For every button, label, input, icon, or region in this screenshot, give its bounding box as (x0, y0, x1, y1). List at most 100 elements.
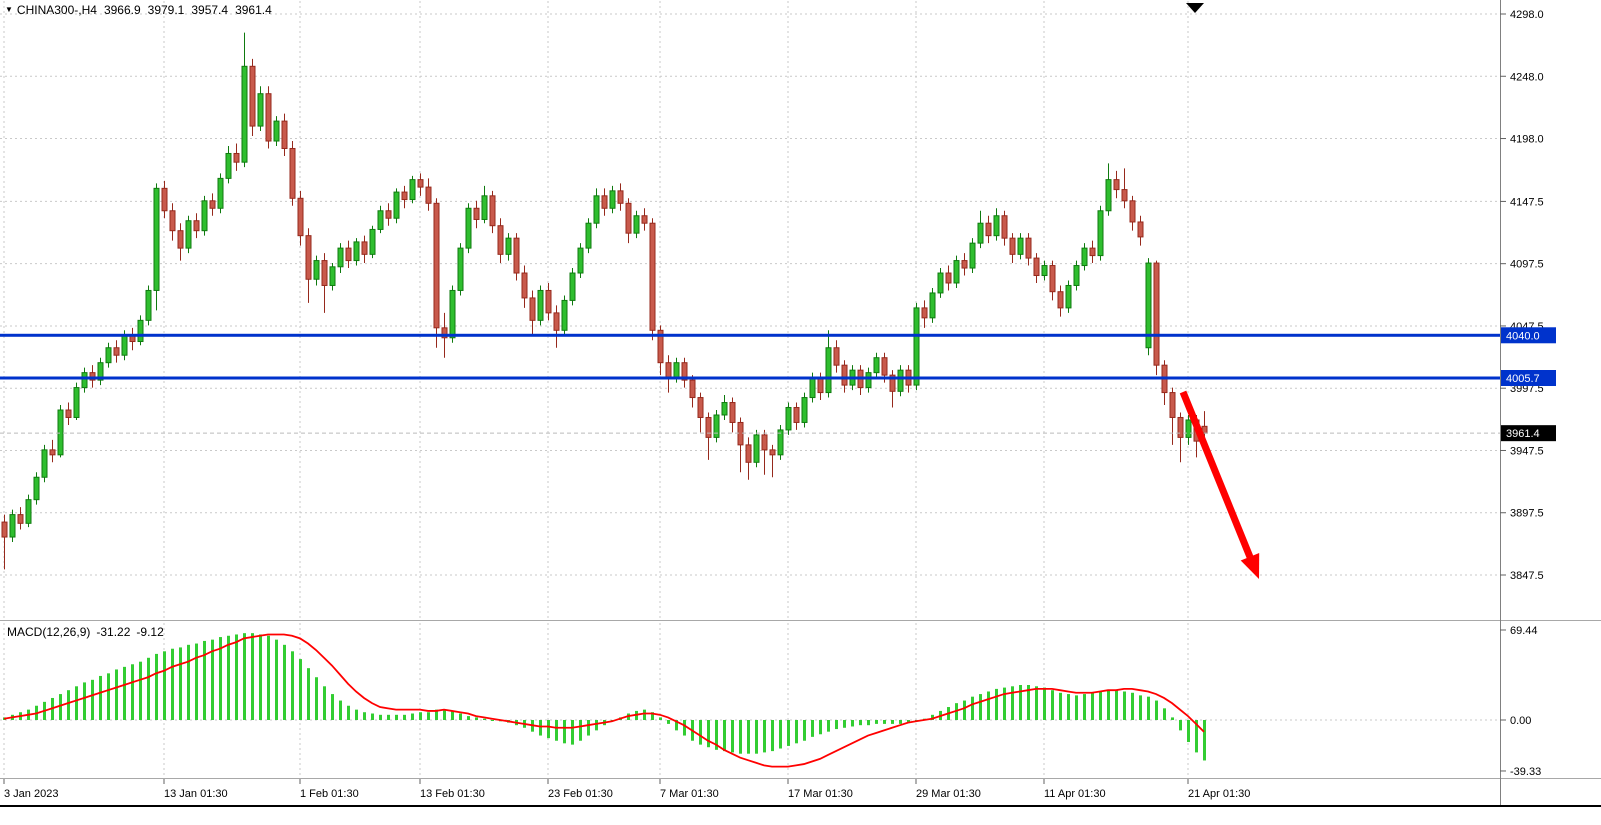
bear-candle (1033, 257, 1040, 277)
bear-candle (249, 65, 256, 127)
price-tick-label: 3847.5 (1510, 570, 1544, 582)
bull-candle (73, 387, 80, 418)
macd-bar (403, 714, 406, 720)
bear-candle (625, 202, 632, 234)
macd-bar (1099, 691, 1102, 720)
macd-bar (579, 720, 582, 741)
bear-candle (745, 444, 752, 463)
macd-bar (355, 709, 358, 720)
macd-bar (83, 682, 86, 720)
time-tick-label: 1 Feb 01:30 (300, 788, 359, 800)
bull-candle (329, 266, 336, 286)
macd-bar (563, 720, 566, 744)
bear-candle (1137, 221, 1144, 238)
macd-bar (99, 675, 102, 720)
macd-bar (243, 633, 246, 720)
current-price-tag (1501, 425, 1556, 442)
bull-candle (969, 242, 976, 269)
bear-candle (529, 297, 536, 321)
macd-bar (363, 712, 366, 720)
bull-candle (25, 499, 32, 524)
time-axis[interactable]: 3 Jan 2023 13 Jan 01:30 1 Feb 01:30 13 Feb … (3, 779, 1250, 800)
bear-candle (889, 374, 896, 392)
symbol-name: CHINA300-,H4 (16, 3, 97, 17)
bull-candle (1081, 247, 1088, 267)
bull-candle (97, 362, 104, 381)
ohlc-low: 3957.4 (191, 3, 229, 17)
bull-candle (633, 215, 640, 234)
time-tick-label: 13 Jan 01:30 (164, 788, 228, 800)
bull-candle (41, 449, 48, 478)
macd-bar (1195, 720, 1198, 753)
bull-candle (585, 222, 592, 249)
macd-bar (387, 714, 390, 720)
bull-candle (105, 347, 112, 364)
bull-candle (457, 247, 464, 291)
macd-bar (1043, 687, 1046, 720)
symbol-dropdown-icon[interactable]: ▼ (5, 5, 13, 14)
macd-bar (1147, 696, 1150, 720)
candlesticks (1, 32, 1208, 570)
bear-candle (321, 260, 328, 286)
bull-candle (593, 195, 600, 224)
bear-candle (473, 207, 480, 220)
macd-bar (395, 714, 398, 720)
macd-bar (459, 713, 462, 720)
bear-candle (1113, 179, 1120, 191)
bear-candle (425, 186, 432, 204)
price-tick-label: 3997.5 (1510, 383, 1544, 395)
macd-bar (859, 720, 862, 726)
macd-bar (147, 657, 150, 720)
bull-candle (1105, 179, 1112, 212)
bull-candle (993, 215, 1000, 237)
macd-bar (283, 644, 286, 720)
macd-bar (427, 712, 430, 720)
bull-candle (185, 220, 192, 249)
bear-candle (705, 416, 712, 438)
bear-candle (1121, 189, 1128, 202)
macd-bar (211, 639, 214, 720)
macd-bar (835, 720, 838, 730)
macd-bar (819, 720, 822, 735)
macd-bar (675, 720, 678, 731)
bear-candle (817, 377, 824, 394)
symbol-ohlc-label: ▼ CHINA300-,H4 3966.9 3979.1 3957.4 3961.4 (5, 3, 272, 17)
macd-bar (219, 637, 222, 720)
level-price-tag (1501, 327, 1556, 344)
macd-bar (1123, 691, 1126, 720)
bear-candle (1057, 291, 1064, 309)
bull-candle (1097, 210, 1104, 257)
bull-candle (1041, 265, 1048, 277)
macd-bar (739, 720, 742, 754)
bull-candle (225, 152, 232, 179)
macd-bar (1059, 692, 1062, 720)
trend-arrow[interactable] (1179, 390, 1260, 579)
bear-candle (513, 237, 520, 274)
bear-candle (681, 362, 688, 381)
macd-bar (275, 639, 278, 720)
time-tick-label: 3 Jan 2023 (4, 788, 58, 800)
price-axis[interactable]: 4298.04248.04198.04147.54097.54047.53997… (1500, 9, 1556, 778)
bull-candle (673, 362, 680, 379)
bull-candle (201, 200, 208, 232)
bear-candle (89, 372, 96, 381)
time-tick-label: 7 Mar 01:30 (660, 788, 719, 800)
bull-candle (241, 65, 248, 163)
bear-candle (441, 327, 448, 339)
horizontal-level-line[interactable] (0, 376, 1500, 380)
bear-candle (1009, 237, 1016, 255)
grid (0, 1, 1500, 777)
bull-candle (353, 241, 360, 262)
bull-candle (313, 260, 320, 280)
macd-bar (1203, 720, 1206, 761)
bull-candle (809, 377, 816, 399)
bull-candle (825, 347, 832, 394)
macd-bar (123, 666, 126, 720)
macd-bar (467, 716, 470, 720)
macd-tick-label: -39.33 (1510, 766, 1541, 778)
macd-bar (323, 686, 326, 720)
bear-candle (65, 409, 72, 418)
bear-candle (793, 407, 800, 423)
horizontal-level-line[interactable] (0, 333, 1500, 337)
